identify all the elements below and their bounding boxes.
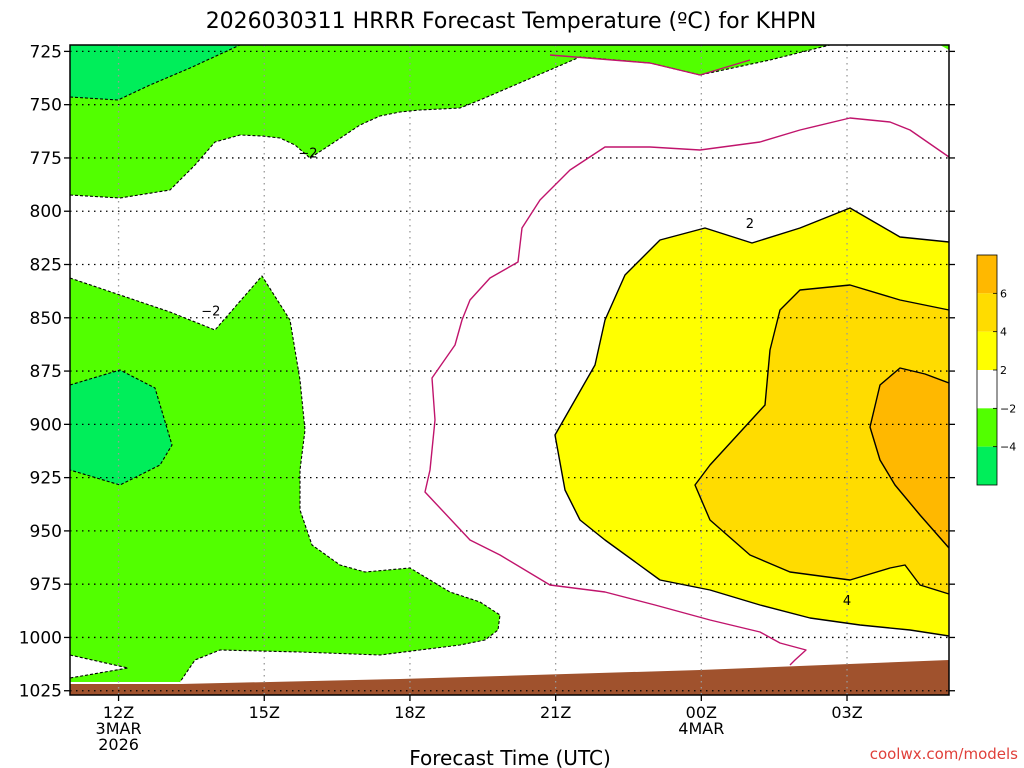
- y-tick-label: 775: [30, 149, 62, 169]
- temperature-fills: [70, 45, 949, 695]
- y-tick-label: 975: [30, 575, 62, 595]
- x-tick-label: 21Z: [540, 703, 571, 722]
- x-axis-label: Forecast Time (UTC): [409, 746, 611, 768]
- region-cold-left: [70, 276, 500, 682]
- contour-label: 4: [843, 594, 851, 609]
- colorbar-segment: [977, 331, 997, 370]
- x-tick-label: 18Z: [394, 703, 425, 722]
- colorbar-label: −4: [1000, 441, 1016, 454]
- region-colder-top: [70, 45, 240, 100]
- y-tick-label: 800: [30, 202, 62, 222]
- x-tick-label: 03Z: [831, 703, 862, 722]
- y-tick-label: 1000: [19, 628, 62, 648]
- colorbar-segment: [977, 446, 997, 485]
- ground: [70, 660, 949, 695]
- x-tick-label: 12Z: [103, 703, 134, 722]
- colorbar-label: 2: [1000, 364, 1007, 377]
- region-colder-left: [70, 370, 172, 485]
- contour-lines: [69, 44, 950, 683]
- y-axis-ticks: 725 750 775 800 825 850 875 900 925 950 975 1000 102…: [19, 42, 955, 702]
- contour-minus4-left: [69, 369, 173, 486]
- plot-frame: [69, 44, 950, 696]
- credit-text: coolwx.com/models: [870, 745, 1018, 763]
- x-tick-label: 2026: [98, 735, 139, 754]
- colorbar-segment: [977, 293, 997, 332]
- x-tick-label: 3MAR: [96, 719, 142, 738]
- contour-plus6: [869, 367, 950, 549]
- colorbar-segment: [977, 370, 997, 409]
- x-tick-label: 00Z: [686, 703, 717, 722]
- y-tick-label: 850: [30, 309, 62, 329]
- colorbar-label: 6: [1000, 287, 1007, 300]
- y-tick-label: 725: [30, 42, 62, 62]
- colorbar-label: −2: [1000, 402, 1016, 415]
- chart-title: 2026030311 HRRR Forecast Temperature (ºC…: [206, 9, 817, 34]
- contour-label: 2: [746, 217, 754, 232]
- contour-plus2: [554, 207, 950, 637]
- region-warm-6: [870, 368, 949, 548]
- x-tick-label: 15Z: [249, 703, 280, 722]
- region-cold-top: [70, 45, 949, 198]
- colorbar-label: 4: [1000, 326, 1007, 339]
- y-tick-label: 925: [30, 469, 62, 489]
- contour-label: −2: [201, 304, 220, 319]
- gridlines: [70, 45, 949, 695]
- contour-labels: −2 −2 2 4: [201, 147, 851, 610]
- contour-minus4-top: [69, 44, 241, 101]
- y-tick-label: 1025: [19, 682, 62, 702]
- y-tick-label: 900: [30, 415, 62, 435]
- colorbar-segment: [977, 255, 997, 294]
- colorbar-segment: [977, 408, 997, 447]
- y-tick-label: 950: [30, 522, 62, 542]
- contour-label: −2: [298, 147, 317, 162]
- y-tick-label: 875: [30, 362, 62, 382]
- y-tick-label: 750: [30, 96, 62, 116]
- contour-plus4: [694, 284, 950, 595]
- x-tick-label: 4MAR: [678, 719, 724, 738]
- region-warm-4: [695, 285, 949, 594]
- colorbar: 6 4 2 −2 −4: [976, 254, 1016, 486]
- y-tick-label: 825: [30, 256, 62, 276]
- contour-zero: [424, 54, 950, 666]
